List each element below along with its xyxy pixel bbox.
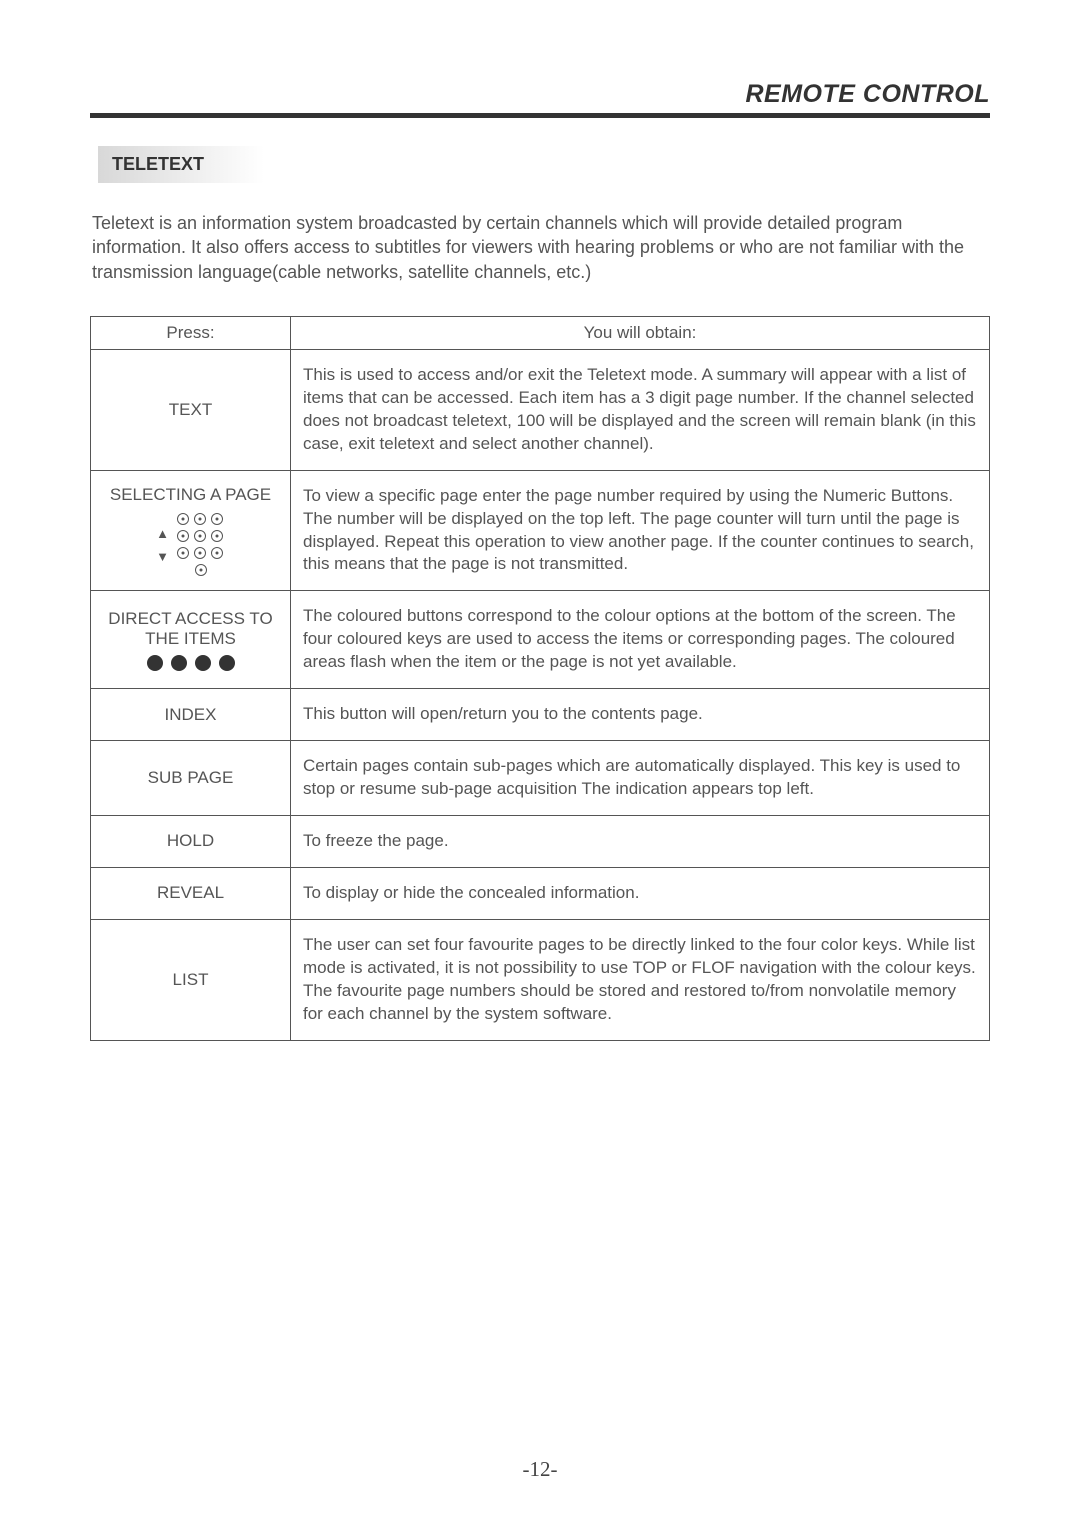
desc-cell: The coloured buttons correspond to the c… [291, 591, 990, 689]
press-label: DIRECT ACCESS TO THE ITEMS [103, 609, 278, 649]
page-number: -12- [523, 1457, 558, 1482]
num-button-icon [177, 547, 189, 559]
num-button-icon [211, 530, 223, 542]
table-row: INDEX This button will open/return you t… [91, 689, 990, 741]
table-row: DIRECT ACCESS TO THE ITEMS The coloured … [91, 591, 990, 689]
color-dots-icon [103, 655, 278, 671]
num-button-icon [211, 547, 223, 559]
table-row: TEXT This is used to access and/or exit … [91, 349, 990, 470]
table-row: HOLD To freeze the page. [91, 816, 990, 868]
table-row: REVEAL To display or hide the concealed … [91, 867, 990, 919]
desc-cell: To freeze the page. [291, 816, 990, 868]
desc-cell: Certain pages contain sub-pages which ar… [291, 741, 990, 816]
section-label: TELETEXT [98, 146, 264, 183]
num-button-icon [195, 564, 207, 576]
num-button-icon [194, 547, 206, 559]
keypad-icon: ▲ ▼ [156, 513, 225, 576]
num-button-icon [177, 513, 189, 525]
header-press: Press: [91, 316, 291, 349]
color-dot-icon [219, 655, 235, 671]
up-arrow-icon: ▲ [156, 527, 169, 540]
desc-cell: This is used to access and/or exit the T… [291, 349, 990, 470]
table-body: TEXT This is used to access and/or exit … [91, 349, 990, 1040]
color-dot-icon [195, 655, 211, 671]
press-cell: SUB PAGE [91, 741, 291, 816]
press-label: SELECTING A PAGE [103, 485, 278, 505]
teletext-table: Press: You will obtain: TEXT This is use… [90, 316, 990, 1041]
press-cell: LIST [91, 919, 291, 1040]
press-cell: DIRECT ACCESS TO THE ITEMS [91, 591, 291, 689]
intro-text: Teletext is an information system broadc… [90, 211, 990, 284]
num-button-icon [211, 513, 223, 525]
press-cell: HOLD [91, 816, 291, 868]
desc-cell: This button will open/return you to the … [291, 689, 990, 741]
desc-cell: The user can set four favourite pages to… [291, 919, 990, 1040]
num-button-icon [194, 530, 206, 542]
desc-cell: To display or hide the concealed informa… [291, 867, 990, 919]
press-cell: INDEX [91, 689, 291, 741]
color-dot-icon [171, 655, 187, 671]
header-section: REMOTE CONTROL [90, 80, 990, 118]
press-label: TEXT [103, 400, 278, 420]
table-row: SELECTING A PAGE ▲ ▼ [91, 470, 990, 591]
header-obtain: You will obtain: [291, 316, 990, 349]
table-row: LIST The user can set four favourite pag… [91, 919, 990, 1040]
num-button-icon [194, 513, 206, 525]
down-arrow-icon: ▼ [156, 550, 169, 563]
page-title: REMOTE CONTROL [90, 80, 990, 109]
num-button-icon [177, 530, 189, 542]
press-cell: REVEAL [91, 867, 291, 919]
desc-cell: To view a specific page enter the page n… [291, 470, 990, 591]
table-row: SUB PAGE Certain pages contain sub-pages… [91, 741, 990, 816]
press-cell: TEXT [91, 349, 291, 470]
color-dot-icon [147, 655, 163, 671]
press-cell: SELECTING A PAGE ▲ ▼ [91, 470, 291, 591]
